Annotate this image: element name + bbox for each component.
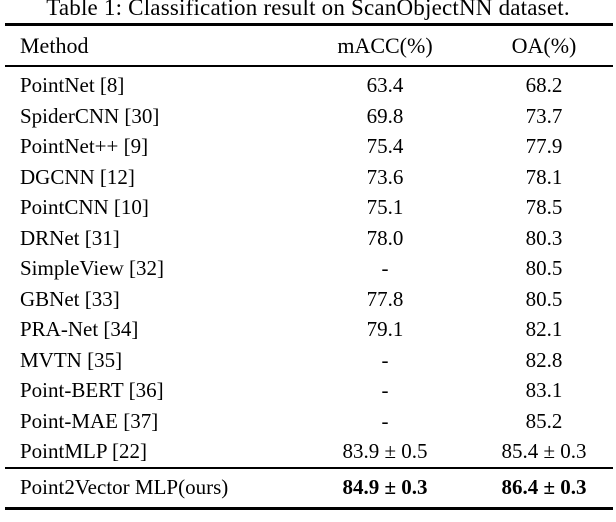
table-row: MVTN [35] - 82.8	[5, 345, 613, 376]
header-cell-oa: OA(%)	[511, 32, 577, 58]
header-cell-method: Method	[20, 32, 89, 58]
macc-cell: 73.6	[366, 164, 404, 189]
macc-cell: -	[381, 256, 389, 281]
macc-cell: 75.1	[366, 195, 404, 220]
oa-cell: 80.3	[525, 225, 563, 250]
method-cell: SimpleView [32]	[20, 256, 164, 281]
ours-method-cell: Point2Vector MLP(ours)	[20, 475, 229, 500]
table-row: DRNet [31] 78.0 80.3	[5, 223, 613, 254]
oa-cell: 78.1	[525, 164, 563, 189]
table-row: PointCNN [10] 75.1 78.5	[5, 193, 613, 224]
table-row: PointNet [8] 63.4 68.2	[5, 71, 613, 102]
table-row: GBNet [33] 77.8 80.5	[5, 284, 613, 315]
method-cell: DRNet [31]	[20, 225, 120, 250]
method-cell: DGCNN [12]	[20, 164, 135, 189]
header-cell-macc: mACC(%)	[337, 32, 433, 58]
macc-cell: 77.8	[366, 286, 404, 311]
method-cell: PointMLP [22]	[20, 439, 147, 464]
macc-cell: -	[381, 347, 389, 372]
table-row: DGCNN [12] 73.6 78.1	[5, 162, 613, 193]
oa-cell: 77.9	[525, 134, 563, 159]
macc-cell: 63.4	[366, 73, 404, 98]
method-cell: Point-BERT [36]	[20, 378, 164, 403]
oa-cell: 73.7	[525, 103, 563, 128]
method-cell: MVTN [35]	[20, 347, 123, 372]
oa-cell: 80.5	[525, 286, 563, 311]
table-row: Point-MAE [37] - 85.2	[5, 406, 613, 437]
top-rule	[5, 23, 613, 26]
macc-cell: -	[381, 378, 389, 403]
oa-cell: 82.1	[525, 317, 563, 342]
table-row: PointMLP [22] 83.9 ± 0.5 85.4 ± 0.3	[5, 437, 613, 468]
method-cell: PointCNN [10]	[20, 195, 149, 220]
macc-cell: 69.8	[366, 103, 404, 128]
header-rule	[5, 65, 613, 67]
method-cell: PointNet++ [9]	[20, 134, 149, 159]
method-cell: Point-MAE [37]	[20, 408, 159, 433]
table-row: SpiderCNN [30] 69.8 73.7	[5, 101, 613, 132]
bottom-rule	[5, 506, 613, 510]
table-caption: Table 1: Classification result on ScanOb…	[46, 0, 570, 20]
macc-cell: 83.9 ± 0.5	[342, 439, 428, 464]
oa-cell: 85.4 ± 0.3	[501, 439, 587, 464]
oa-cell: 68.2	[525, 73, 563, 98]
table-row: PointNet++ [9] 75.4 77.9	[5, 132, 613, 163]
table-row: Point-BERT [36] - 83.1	[5, 376, 613, 407]
macc-cell: 78.0	[366, 225, 404, 250]
macc-cell: 79.1	[366, 317, 404, 342]
ours-row: Point2Vector MLP(ours) 84.9 ± 0.3 86.4 ±…	[5, 469, 613, 507]
macc-cell: -	[381, 408, 389, 433]
method-cell: PointNet [8]	[20, 73, 125, 98]
table-header-row: Method mACC(%) OA(%)	[5, 26, 613, 65]
method-cell: PRA-Net [34]	[20, 317, 139, 342]
ours-macc-cell: 84.9 ± 0.3	[342, 475, 428, 500]
table-row: PRA-Net [34] 79.1 82.1	[5, 315, 613, 346]
method-cell: SpiderCNN [30]	[20, 103, 160, 128]
table-row: SimpleView [32] - 80.5	[5, 254, 613, 285]
oa-cell: 82.8	[525, 347, 563, 372]
table-body: PointNet [8] 63.4 68.2 SpiderCNN [30] 69.8 73…	[0, 67, 616, 468]
oa-cell: 78.5	[525, 195, 563, 220]
oa-cell: 83.1	[525, 378, 563, 403]
ours-oa-cell: 86.4 ± 0.3	[501, 475, 587, 500]
oa-cell: 85.2	[525, 408, 563, 433]
method-cell: GBNet [33]	[20, 286, 120, 311]
ours-separator-rule	[5, 467, 613, 469]
macc-cell: 75.4	[366, 134, 404, 159]
oa-cell: 80.5	[525, 256, 563, 281]
